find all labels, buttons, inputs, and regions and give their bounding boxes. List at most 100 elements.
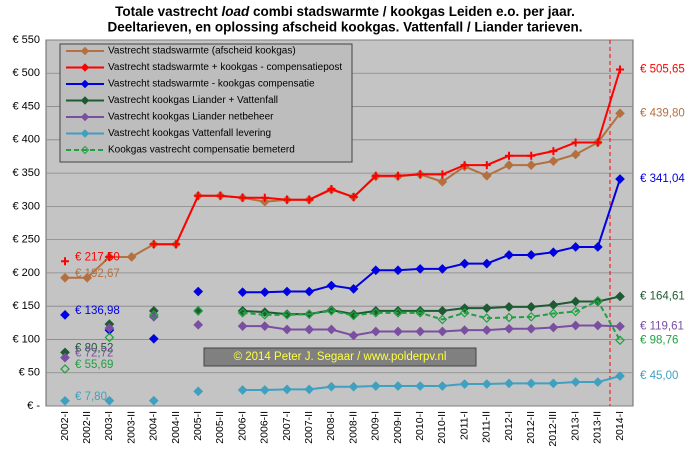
title-part: combi stadswarmte / kookgas Leiden e.o. … [249,4,575,19]
point [282,309,292,320]
x-tick-label: 2005-II [214,411,226,444]
point [348,330,359,341]
point [326,280,337,291]
x-tick-label: 2010-II [436,411,448,444]
point [549,147,558,156]
point [526,160,537,170]
point [326,381,337,392]
point [592,296,603,306]
point [326,324,337,335]
point [527,151,536,160]
x-tick-label: 2008-II [347,411,359,444]
x-tick-label: 2002-II [81,411,93,444]
point [172,240,180,249]
title-part: load [221,4,250,19]
point [592,377,603,387]
point [259,309,270,320]
data-label: € 72,72 [75,348,113,360]
legend-marker [80,96,90,105]
data-label: € 192,67 [75,268,120,280]
chart-title: Totale vastrecht load combi stadswarmte … [115,4,575,19]
point [327,185,336,194]
point [548,247,559,258]
point [481,170,492,181]
point [437,264,448,274]
point [193,305,204,316]
point [194,191,203,200]
point [504,378,514,389]
point [548,378,559,389]
point [237,321,248,331]
point [570,377,581,387]
data-label: € 98,76 [640,334,678,346]
point [571,138,580,147]
point [105,252,114,261]
point [216,191,225,200]
point [481,258,492,269]
legend-label: Vastrecht stadswarmte + kookgas - compen… [108,62,342,73]
point [592,320,603,331]
x-tick-label: 2003-II [125,411,137,444]
point [548,308,559,319]
point [481,303,492,314]
point [148,309,159,320]
y-tick-label: € 50 [19,367,40,379]
y-tick-label: € 100 [12,333,40,345]
legend-label: Vastrecht kookgas Vattenfall levering [108,128,271,139]
y-tick-label: € 450 [12,100,40,112]
point [460,161,469,170]
x-tick-label: 2005-I [192,411,204,441]
point [304,384,315,395]
point [193,386,204,397]
chart-subtitle: Deeltarieven, en oplossing afscheid kook… [108,20,583,35]
point [393,326,403,337]
data-label: € 341,04 [640,173,685,185]
point [60,309,70,320]
point [504,312,514,323]
legend-label: Vastrecht kookgas Liander netbeheer [108,112,274,123]
x-tick-label: 2010-I [414,411,426,441]
data-label: € 80,52 [75,342,113,354]
x-tick-label: 2003-I [103,411,115,441]
point [237,385,248,395]
point [60,395,70,406]
point [393,381,403,391]
legend-label: Vastrecht kookgas Liander + Vattenfall [108,95,278,106]
data-label: € 45,00 [640,370,678,382]
annotation: © 2014 Peter J. Segaar / www.polderpv.nl [234,351,447,363]
point [193,319,204,330]
data-label: € 119,61 [640,320,684,332]
legend-label: Vastrecht stadswarmte (afscheid kookgas) [108,46,296,57]
point [438,170,447,179]
point [593,138,602,147]
point [415,264,426,274]
data-label: € 505,65 [640,64,685,76]
point [60,352,70,363]
point [526,378,537,389]
point [504,323,514,334]
y-tick-label: € 200 [12,267,40,279]
point [570,296,581,307]
point [60,364,70,374]
point [526,250,537,260]
point [615,108,625,119]
point [526,323,537,334]
point [282,286,292,297]
point [393,265,403,276]
point [259,321,270,331]
x-tick-label: 2014-I [614,411,626,441]
point [61,257,69,266]
x-tick-label: 2009-II [392,411,404,444]
point [326,305,337,316]
point [570,306,581,317]
point [459,325,470,335]
point [615,335,625,346]
point [104,332,115,343]
x-tick-label: 2007-II [303,411,315,444]
point [616,65,624,74]
legend-label: Kookgas vastrecht compensatie bemeterd [108,145,295,156]
point [416,170,425,179]
point [82,272,93,283]
point [305,195,314,204]
legend-marker [80,129,90,138]
